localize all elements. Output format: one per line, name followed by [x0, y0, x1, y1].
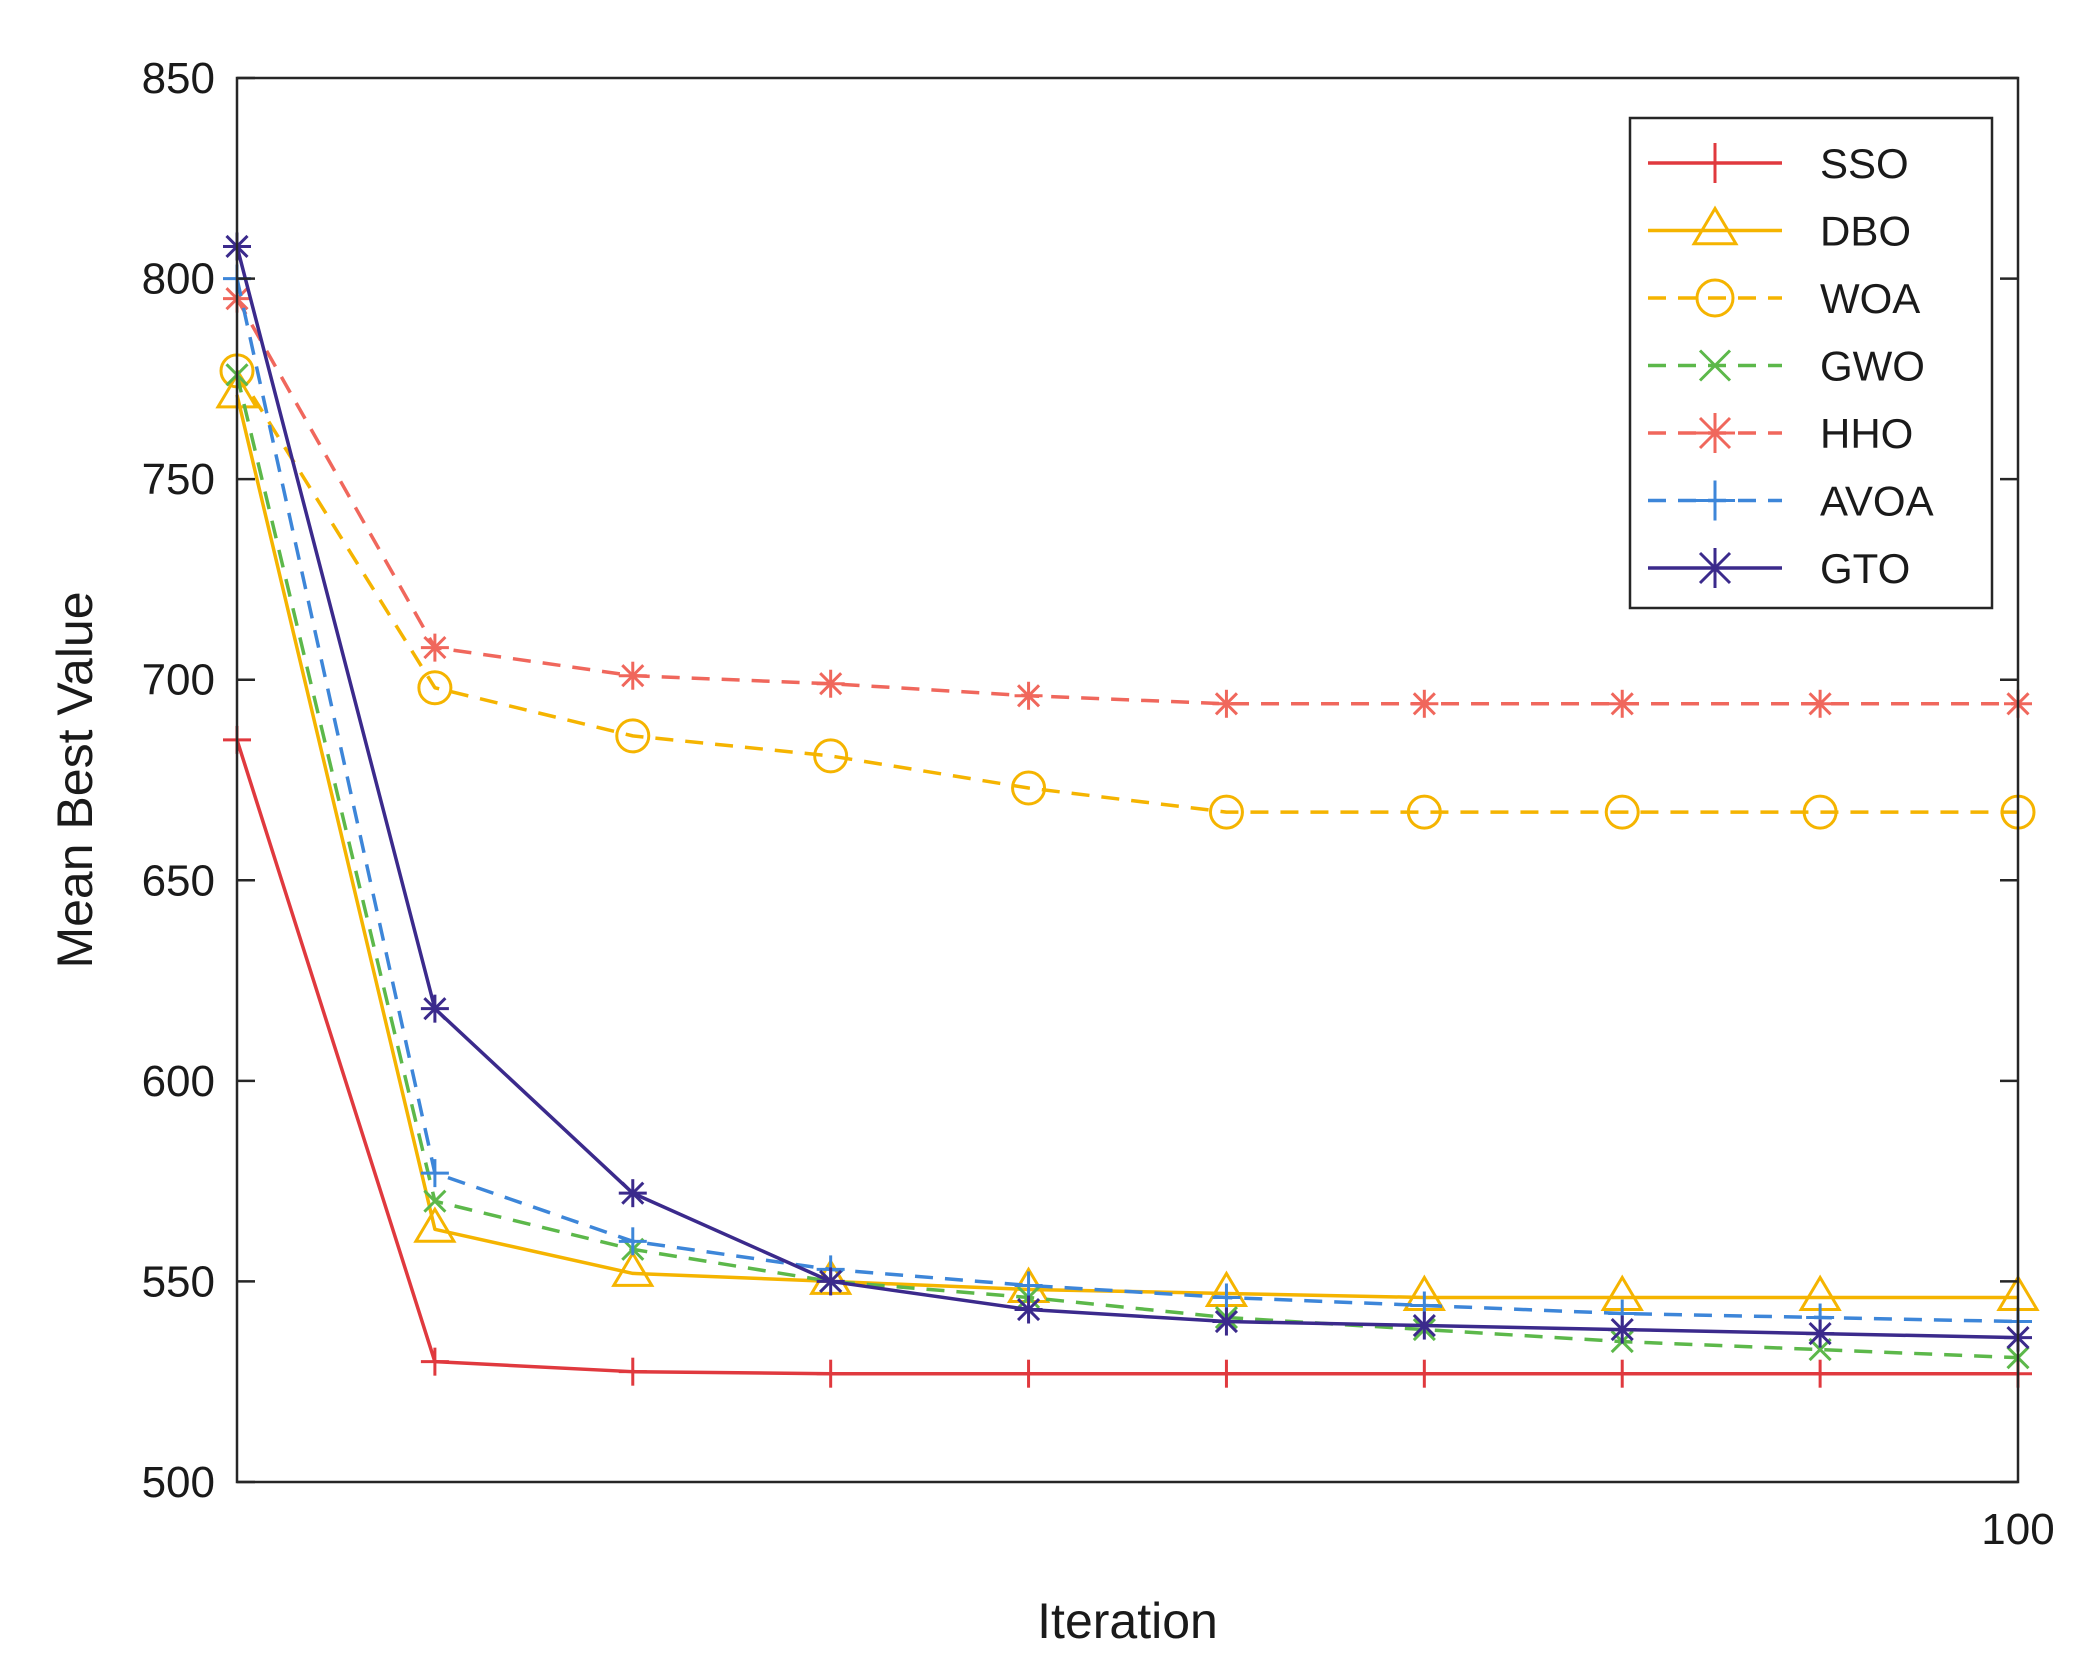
legend-marker-hho [1695, 413, 1735, 453]
data-point-woa [1604, 794, 1640, 830]
data-point-dbo [413, 1206, 457, 1243]
legend-marker-avoa [1695, 480, 1735, 521]
series-line-hho [235, 297, 2018, 706]
legend-item-dbo: DBO [1648, 205, 1911, 255]
y-tick-label: 800 [142, 255, 215, 304]
data-point-hho [1014, 681, 1043, 710]
data-point-woa [813, 738, 849, 774]
legend-item-gto: GTO [1648, 545, 1910, 592]
data-point-hho [1212, 689, 1241, 718]
y-axis-label: Mean Best Value [47, 591, 103, 968]
x-tick-label: 100 [1981, 1505, 2054, 1554]
series-hho [223, 284, 2032, 718]
legend-item-hho: HHO [1648, 410, 1913, 457]
y-tick-label: 500 [142, 1458, 215, 1507]
y-tick-label: 600 [142, 1057, 215, 1106]
data-point-gto [1806, 1319, 1835, 1348]
data-point-sso [1410, 1359, 1439, 1388]
legend-marker-dbo [1691, 205, 1739, 246]
legend-marker-gwo [1698, 349, 1732, 382]
legend-label-sso: SSO [1820, 140, 1909, 187]
data-point-gto [1014, 1295, 1043, 1324]
data-point-sso [1608, 1359, 1637, 1388]
y-tick-label: 700 [142, 656, 215, 705]
legend-marker-woa [1695, 278, 1735, 318]
data-point-woa [417, 670, 453, 706]
series-gto [223, 232, 2032, 1352]
y-tick-label: 550 [142, 1257, 215, 1306]
legend-box [1628, 116, 1994, 610]
legend-item-avoa: AVOA [1648, 478, 1934, 525]
legend-item-sso: SSO [1648, 140, 1909, 187]
series-line-gto [235, 246, 2019, 1340]
data-point-sso [1806, 1359, 1835, 1388]
data-point-hho [1410, 689, 1439, 718]
data-point-woa [1406, 794, 1442, 830]
plot-series [215, 232, 2040, 1388]
y-tick-label: 850 [142, 54, 215, 103]
data-point-gto [816, 1267, 845, 1296]
data-point-avoa [420, 1159, 449, 1188]
legend-label-avoa: AVOA [1820, 478, 1934, 525]
data-point-sso [1014, 1359, 1043, 1388]
data-point-gto [1410, 1311, 1439, 1340]
y-tick-label: 650 [142, 856, 215, 905]
data-point-avoa [1212, 1283, 1241, 1312]
data-point-sso [1212, 1359, 1241, 1388]
series-woa [219, 353, 2036, 830]
x-axis-label: Iteration [1037, 1593, 1218, 1649]
data-point-woa [615, 718, 651, 754]
series-line-gwo [235, 374, 2019, 1360]
legend-label-hho: HHO [1820, 410, 1913, 457]
data-point-sso [816, 1359, 845, 1388]
data-point-gto [1212, 1307, 1241, 1336]
legend-label-dbo: DBO [1820, 208, 1911, 255]
data-point-woa [1011, 770, 1047, 806]
data-point-woa [1208, 794, 1244, 830]
legend: SSO DBO WOA GWO HHO AVOA GTO [1628, 116, 1994, 610]
x-axis: 100 [1981, 1505, 2054, 1554]
data-point-avoa [1014, 1271, 1043, 1300]
data-point-gwo [423, 1189, 447, 1213]
data-point-gto [1608, 1315, 1637, 1344]
series-line-avoa [235, 278, 2019, 1324]
legend-marker-sso [1695, 143, 1735, 183]
legend-item-woa: WOA [1648, 275, 1920, 322]
data-point-sso [420, 1347, 449, 1376]
legend-marker-gto [1695, 548, 1735, 588]
y-tick-label: 750 [142, 455, 215, 504]
data-point-gto [420, 994, 449, 1023]
legend-label-gto: GTO [1820, 545, 1910, 592]
legend-label-woa: WOA [1820, 275, 1920, 322]
y-axis: 500 550 600 650 700 750 800 850 [142, 54, 2018, 1507]
legend-item-gwo: GWO [1648, 343, 1925, 390]
data-point-woa [1802, 794, 1838, 830]
data-point-gto [618, 1179, 647, 1208]
data-point-hho [1608, 689, 1637, 718]
data-point-avoa [618, 1227, 647, 1256]
legend-label-gwo: GWO [1820, 343, 1925, 390]
data-point-sso [618, 1357, 647, 1386]
series-line-sso [235, 739, 2018, 1376]
data-point-hho [618, 661, 647, 690]
data-point-hho [816, 669, 845, 698]
data-point-dbo [611, 1250, 655, 1287]
data-point-hho [420, 633, 449, 662]
data-point-hho [1806, 689, 1835, 718]
plot-area-frame [235, 76, 2020, 1484]
